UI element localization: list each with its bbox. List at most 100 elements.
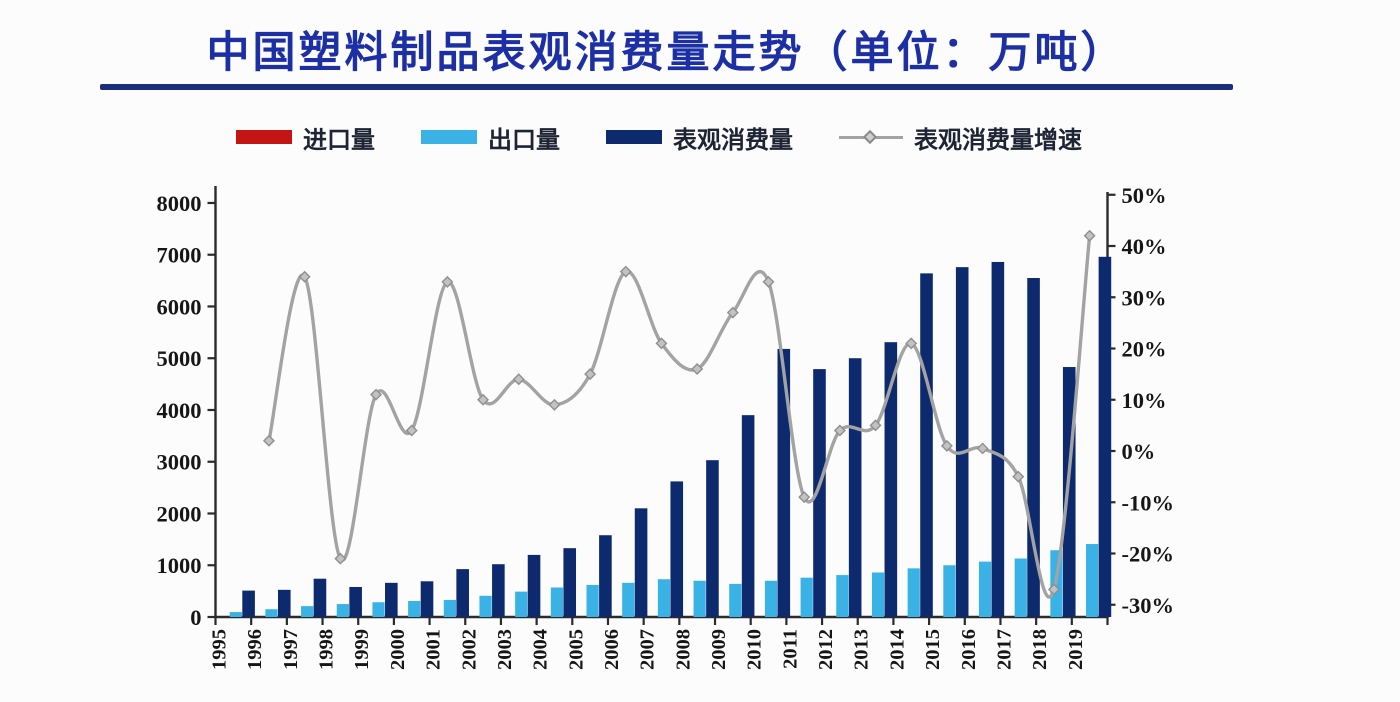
bar-consumption-2003 bbox=[527, 554, 541, 617]
bar-exports-2013 bbox=[871, 572, 885, 617]
growth-marker-2016 bbox=[976, 442, 989, 455]
legend-item-apparent-consumption: 表观消费量 bbox=[606, 120, 793, 155]
bar-consumption-1996 bbox=[277, 589, 291, 617]
bar-exports-1999 bbox=[372, 602, 385, 617]
exports-swatch-icon bbox=[421, 130, 477, 144]
y-left-label-6000: 6000 bbox=[157, 294, 202, 319]
y-left-label-7000: 7000 bbox=[157, 243, 202, 268]
legend-item-exports: 出口量 bbox=[421, 120, 560, 155]
growth-marker-1996 bbox=[262, 434, 275, 447]
bar-consumption-2015 bbox=[955, 267, 969, 617]
x-label-2002: 2002 bbox=[458, 629, 480, 670]
legend-label-apparent-consumption: 表观消费量 bbox=[673, 126, 793, 154]
x-label-2015: 2015 bbox=[922, 629, 944, 670]
x-label-1996: 1996 bbox=[244, 629, 266, 670]
growth-marker-2002 bbox=[477, 393, 490, 406]
growth-marker-2014 bbox=[905, 337, 918, 350]
bar-exports-2007 bbox=[657, 579, 671, 617]
x-label-2018: 2018 bbox=[1029, 629, 1051, 670]
bar-exports-1995 bbox=[229, 612, 242, 617]
y-left-label-5000: 5000 bbox=[157, 346, 202, 371]
growth-marker-2004 bbox=[548, 398, 561, 411]
legend-item-growth-rate: 表观消费量增速 bbox=[839, 120, 1082, 155]
bar-consumption-2005 bbox=[599, 535, 612, 617]
legend-label-imports: 进口量 bbox=[303, 126, 375, 154]
growth-marker-2010 bbox=[762, 275, 775, 288]
x-label-2010: 2010 bbox=[744, 629, 766, 670]
growth-marker-2000 bbox=[405, 424, 418, 437]
y-right-label--30%: -30% bbox=[1122, 593, 1175, 618]
bar-exports-1996 bbox=[265, 609, 278, 617]
growth-marker-2003 bbox=[512, 373, 525, 386]
y-right-label-30%: 30% bbox=[1122, 285, 1167, 310]
bar-exports-2014 bbox=[907, 568, 920, 617]
bar-consumption-2004 bbox=[563, 548, 577, 617]
y-right-label--20%: -20% bbox=[1122, 542, 1175, 567]
y-right-label-40%: 40% bbox=[1122, 234, 1167, 259]
bar-exports-2006 bbox=[622, 582, 635, 617]
imports-swatch-icon bbox=[236, 130, 292, 144]
y-right-label-50%: 50% bbox=[1122, 183, 1167, 208]
x-label-2004: 2004 bbox=[530, 629, 552, 670]
growth-marker-2001 bbox=[441, 275, 454, 288]
bar-exports-2002 bbox=[479, 595, 492, 617]
x-label-2019: 2019 bbox=[1065, 629, 1087, 670]
y-right-label-20%: 20% bbox=[1122, 337, 1167, 362]
bar-exports-2003 bbox=[515, 591, 528, 617]
chart-title: 中国塑料制品表观消费量走势（单位：万吨） bbox=[206, 29, 1127, 77]
x-label-2011: 2011 bbox=[779, 629, 801, 669]
bar-consumption-2010 bbox=[777, 348, 791, 617]
growth-marker-2011 bbox=[798, 491, 811, 504]
x-label-1997: 1997 bbox=[280, 629, 302, 670]
bar-exports-2016 bbox=[978, 561, 992, 617]
x-label-2003: 2003 bbox=[494, 629, 516, 670]
bar-consumption-1998 bbox=[349, 586, 362, 617]
bar-consumption-2019 bbox=[1098, 256, 1112, 617]
y-left-label-1000: 1000 bbox=[157, 553, 202, 578]
bar-consumption-2016 bbox=[991, 261, 1005, 617]
y-left-label-4000: 4000 bbox=[157, 398, 202, 423]
bar-consumption-2008 bbox=[706, 460, 719, 617]
bar-consumption-2007 bbox=[670, 481, 684, 617]
bar-exports-1997 bbox=[301, 606, 314, 617]
x-label-2001: 2001 bbox=[423, 629, 445, 670]
bar-consumption-2001 bbox=[456, 569, 469, 617]
y-left-label-0: 0 bbox=[190, 605, 201, 630]
x-label-2009: 2009 bbox=[708, 629, 730, 670]
x-label-2013: 2013 bbox=[851, 629, 873, 670]
y-right-label-10%: 10% bbox=[1122, 388, 1167, 413]
bar-exports-2000 bbox=[408, 600, 421, 617]
growth-marker-2007 bbox=[655, 337, 668, 350]
bar-exports-1998 bbox=[336, 604, 349, 617]
y-right-label--10%: -10% bbox=[1122, 490, 1175, 515]
bar-exports-2015 bbox=[943, 565, 956, 617]
bar-exports-2009 bbox=[729, 583, 742, 617]
x-label-2000: 2000 bbox=[387, 629, 409, 670]
bar-exports-2019 bbox=[1086, 544, 1099, 617]
chart-legend: 进口量 出口量 表观消费量 表观消费量增速 bbox=[236, 120, 1082, 155]
bar-consumption-1999 bbox=[385, 582, 398, 617]
bar-consumption-1995 bbox=[242, 590, 255, 617]
x-label-2016: 2016 bbox=[958, 629, 980, 670]
y-left-label-3000: 3000 bbox=[157, 450, 202, 475]
bar-consumption-2014 bbox=[920, 273, 933, 617]
growth-marker-1999 bbox=[370, 388, 383, 401]
consumption-swatch-icon bbox=[606, 130, 662, 144]
x-label-2012: 2012 bbox=[815, 629, 837, 670]
growth-marker-2013 bbox=[869, 419, 882, 432]
bar-consumption-2012 bbox=[848, 358, 862, 617]
x-label-2014: 2014 bbox=[886, 629, 908, 670]
bar-consumption-2002 bbox=[492, 564, 505, 617]
growth-marker-2006 bbox=[619, 265, 632, 278]
growth-marker-1997 bbox=[298, 270, 311, 283]
bar-exports-2005 bbox=[586, 584, 599, 617]
y-right-label-0%: 0% bbox=[1122, 439, 1156, 464]
legend-label-growth-rate: 表观消费量增速 bbox=[914, 126, 1082, 154]
growth-marker-2019 bbox=[1083, 229, 1096, 242]
title-underline bbox=[100, 84, 1233, 90]
bar-consumption-2000 bbox=[420, 581, 434, 617]
x-label-2017: 2017 bbox=[993, 629, 1015, 670]
bar-exports-2017 bbox=[1014, 558, 1027, 617]
